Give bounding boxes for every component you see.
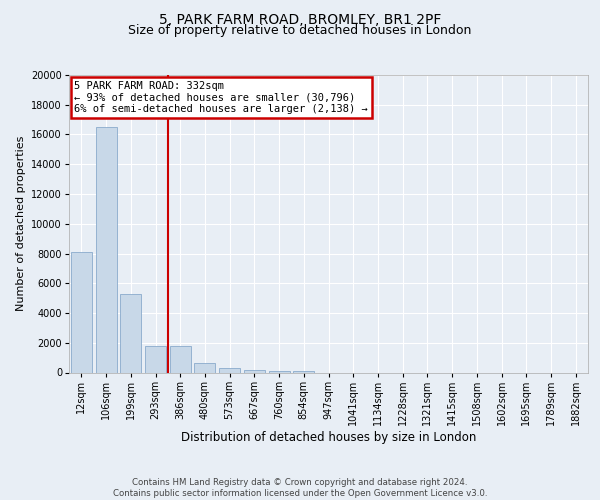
Bar — [194, 363, 215, 372]
Bar — [95, 127, 116, 372]
Bar — [219, 368, 240, 372]
Bar — [71, 252, 92, 372]
Bar — [145, 346, 166, 372]
Text: 5, PARK FARM ROAD, BROMLEY, BR1 2PF: 5, PARK FARM ROAD, BROMLEY, BR1 2PF — [159, 12, 441, 26]
Bar — [170, 346, 191, 372]
Bar — [120, 294, 141, 372]
Bar — [244, 370, 265, 372]
Text: Contains HM Land Registry data © Crown copyright and database right 2024.
Contai: Contains HM Land Registry data © Crown c… — [113, 478, 487, 498]
Text: 5 PARK FARM ROAD: 332sqm
← 93% of detached houses are smaller (30,796)
6% of sem: 5 PARK FARM ROAD: 332sqm ← 93% of detach… — [74, 81, 368, 114]
Y-axis label: Number of detached properties: Number of detached properties — [16, 136, 26, 312]
Bar — [293, 370, 314, 372]
Text: Size of property relative to detached houses in London: Size of property relative to detached ho… — [128, 24, 472, 37]
Bar — [269, 370, 290, 372]
X-axis label: Distribution of detached houses by size in London: Distribution of detached houses by size … — [181, 430, 476, 444]
